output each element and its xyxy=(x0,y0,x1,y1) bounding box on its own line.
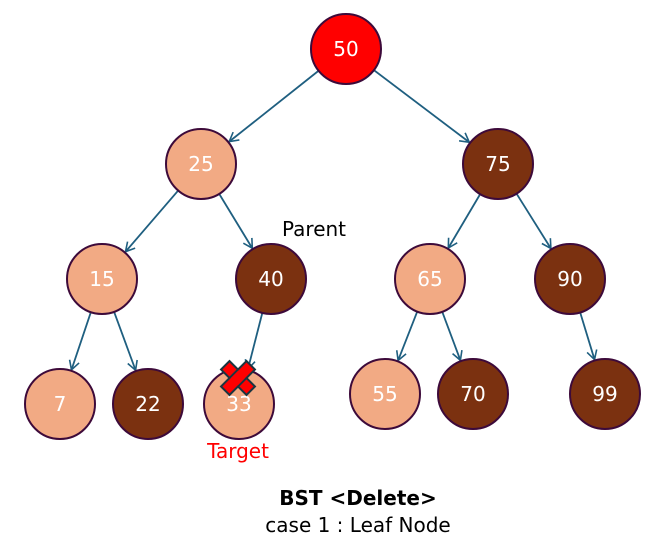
edge-50-75 xyxy=(373,69,471,144)
node-circle xyxy=(24,368,96,440)
node-circle xyxy=(569,358,641,430)
node-40: 40 xyxy=(235,243,307,315)
node-value: 65 xyxy=(417,267,442,291)
edge-50-25 xyxy=(227,70,320,143)
edge-15-22 xyxy=(113,311,138,372)
node-90: 90 xyxy=(534,243,606,315)
edge-65-70 xyxy=(441,311,463,362)
node-circle xyxy=(462,128,534,200)
node-value: 15 xyxy=(89,267,114,291)
node-7: 7 xyxy=(24,368,96,440)
node-circle xyxy=(165,128,237,200)
node-value: 40 xyxy=(258,267,283,291)
node-value: 50 xyxy=(333,37,358,61)
node-circle xyxy=(112,368,184,440)
node-25: 25 xyxy=(165,128,237,200)
node-value: 99 xyxy=(592,382,617,406)
node-50: 50 xyxy=(310,13,382,85)
node-value: 55 xyxy=(372,382,397,406)
node-55: 55 xyxy=(349,358,421,430)
node-65: 65 xyxy=(394,243,466,315)
node-circle xyxy=(235,243,307,315)
node-value: 33 xyxy=(226,392,251,416)
node-value: 75 xyxy=(485,152,510,176)
target-label: Target xyxy=(206,439,269,463)
node-value: 7 xyxy=(54,392,67,416)
edge-65-55 xyxy=(395,311,419,363)
parent-label: Parent xyxy=(282,217,346,241)
node-99: 99 xyxy=(569,358,641,430)
node-value: 22 xyxy=(135,392,160,416)
node-15: 15 xyxy=(66,243,138,315)
node-circle xyxy=(349,358,421,430)
delete-x-icon xyxy=(219,359,257,397)
node-value: 25 xyxy=(188,152,213,176)
edge-75-90 xyxy=(515,193,552,250)
node-70: 70 xyxy=(437,358,509,430)
node-75: 75 xyxy=(462,128,534,200)
edge-15-7 xyxy=(68,311,92,372)
node-circle xyxy=(534,243,606,315)
node-value: 90 xyxy=(557,267,582,291)
node-circle xyxy=(437,358,509,430)
node-value: 70 xyxy=(460,382,485,406)
node-circle xyxy=(66,243,138,315)
edge-90-99 xyxy=(579,312,598,362)
node-22: 22 xyxy=(112,368,184,440)
node-circle xyxy=(394,243,466,315)
node-circle xyxy=(310,13,382,85)
edge-25-15 xyxy=(124,189,179,253)
caption-subtitle: case 1 : Leaf Node xyxy=(265,513,451,537)
edge-75-65 xyxy=(447,193,481,250)
edge-25-40 xyxy=(218,193,254,250)
edge-40-33 xyxy=(244,312,264,371)
caption-title: BST <Delete> xyxy=(279,486,437,510)
